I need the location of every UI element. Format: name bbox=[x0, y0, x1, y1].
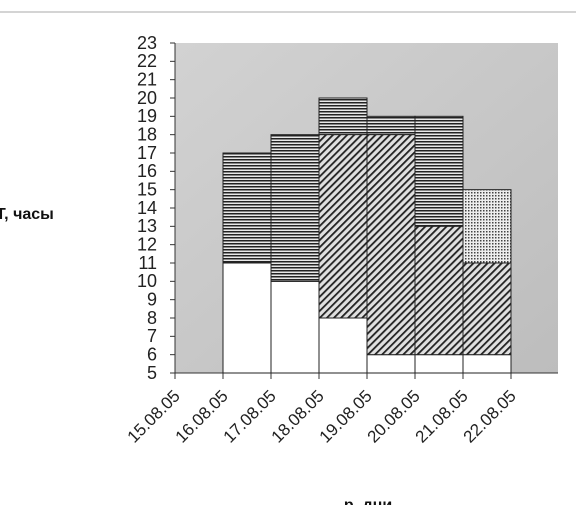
bar-segment bbox=[366, 115, 416, 136]
bar-segment bbox=[270, 280, 320, 374]
y-tick-label: 16 bbox=[137, 161, 157, 181]
bar-segment bbox=[270, 134, 320, 282]
y-tick-label: 15 bbox=[137, 179, 157, 199]
y-axis-title: Т, часы bbox=[0, 206, 54, 223]
y-tick-label: 5 bbox=[147, 363, 157, 383]
bar-segment bbox=[222, 262, 272, 374]
x-axis-title: р, дни bbox=[344, 497, 392, 505]
y-tick-label: 11 bbox=[138, 253, 157, 273]
x-tick-label: 22.08.05 bbox=[460, 386, 520, 446]
y-tick-label: 17 bbox=[137, 143, 157, 163]
bar-segment bbox=[462, 189, 512, 264]
bar-segment bbox=[414, 354, 464, 374]
bar-segment bbox=[318, 134, 368, 319]
y-tick-label: 7 bbox=[147, 326, 157, 346]
y-tick-label: 18 bbox=[137, 124, 157, 144]
y-tick-label: 23 bbox=[137, 33, 157, 53]
bar-segment bbox=[462, 354, 512, 374]
y-tick-label: 22 bbox=[137, 51, 157, 71]
y-tick-label: 12 bbox=[137, 234, 157, 254]
bar-segment bbox=[318, 317, 368, 374]
bar-segment bbox=[318, 97, 368, 136]
bar-segment bbox=[462, 262, 512, 356]
y-tick-label: 8 bbox=[147, 308, 157, 328]
bar-segment bbox=[366, 134, 416, 356]
bar-segment bbox=[366, 354, 416, 374]
y-tick-label: 6 bbox=[147, 344, 157, 364]
y-tick-label: 9 bbox=[147, 289, 157, 309]
y-tick-label: 14 bbox=[137, 198, 157, 218]
y-tick-label: 20 bbox=[137, 88, 157, 108]
y-tick-label: 13 bbox=[137, 216, 157, 236]
y-tick-label: 21 bbox=[137, 69, 157, 89]
bar-segment bbox=[414, 225, 464, 356]
y-tick-label: 19 bbox=[137, 106, 157, 126]
bar-segment bbox=[222, 152, 272, 264]
y-tick-label: 10 bbox=[137, 271, 157, 291]
bar-segment bbox=[414, 115, 464, 227]
